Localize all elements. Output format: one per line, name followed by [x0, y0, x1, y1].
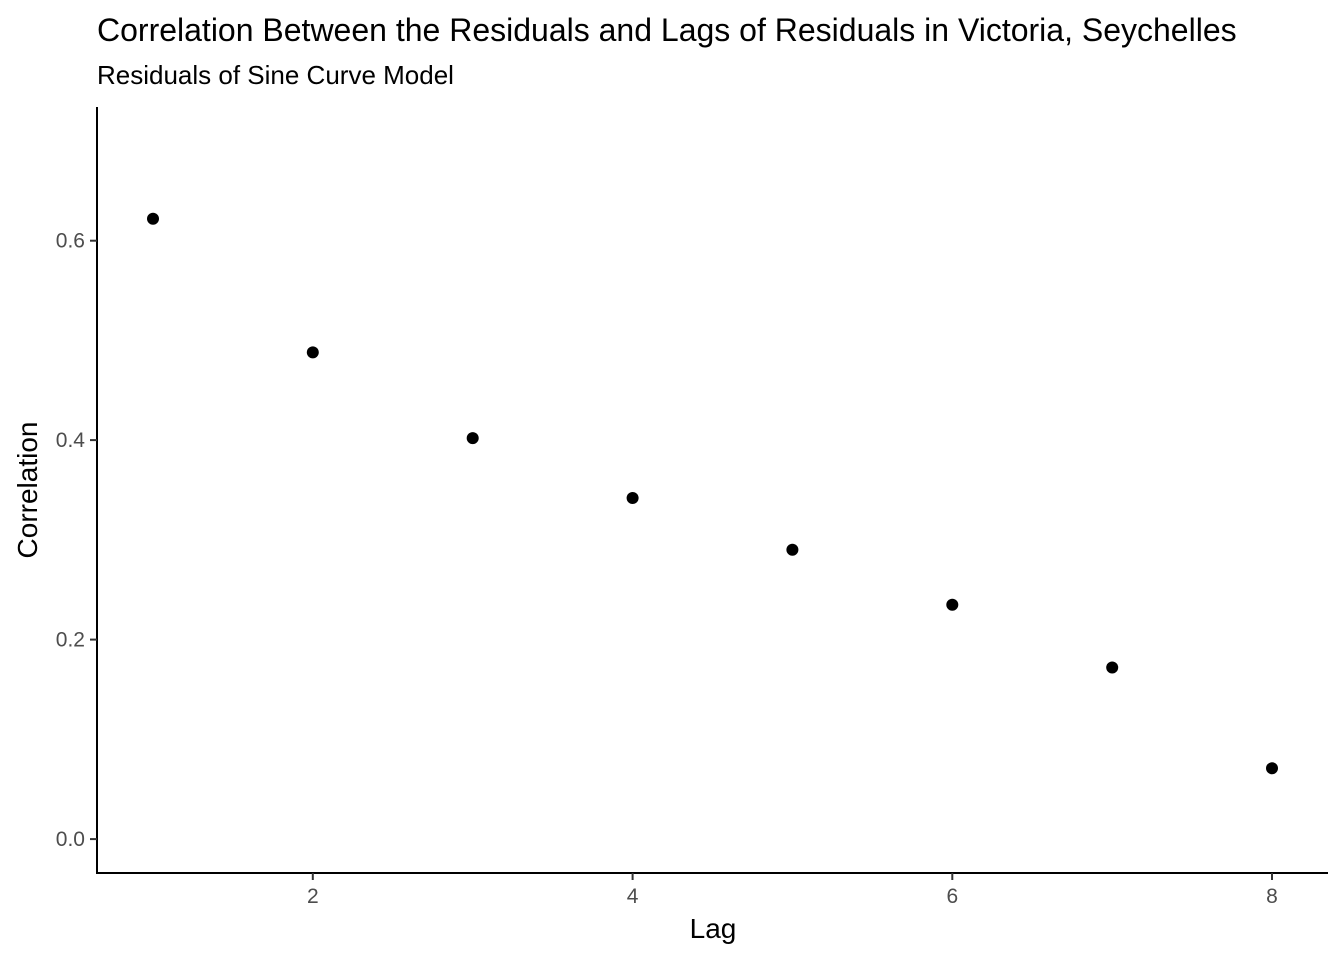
x-tick-label: 8 — [1266, 885, 1278, 908]
data-point-lag-2 — [306, 346, 319, 359]
data-point-lag-8 — [1266, 762, 1278, 775]
y-axis-label: Correlation — [12, 422, 43, 559]
y-tick-label: 0.6 — [56, 230, 85, 253]
y-tick-label: 0.2 — [56, 629, 85, 652]
y-tick-label: 0.0 — [56, 828, 85, 851]
x-tick-label: 2 — [307, 885, 319, 908]
data-point-lag-3 — [466, 432, 479, 445]
x-axis-label: Lag — [690, 913, 737, 944]
data-point-lag-7 — [1106, 661, 1119, 674]
x-tick-label: 6 — [946, 885, 958, 908]
data-point-lag-1 — [147, 212, 159, 225]
chart-title: Correlation Between the Residuals and La… — [97, 12, 1237, 48]
chart-subtitle: Residuals of Sine Curve Model — [97, 60, 454, 90]
y-tick-label: 0.4 — [56, 429, 86, 452]
data-point-lag-5 — [786, 543, 799, 556]
data-point-lag-4 — [626, 492, 639, 504]
y-axis-ticks: 0.0 0.2 0.4 0.6 — [56, 230, 97, 851]
plot-area — [147, 212, 1278, 775]
data-point-lag-6 — [946, 598, 959, 611]
x-tick-label: 4 — [627, 885, 639, 908]
x-axis-ticks: 2 4 6 8 — [307, 873, 1278, 908]
